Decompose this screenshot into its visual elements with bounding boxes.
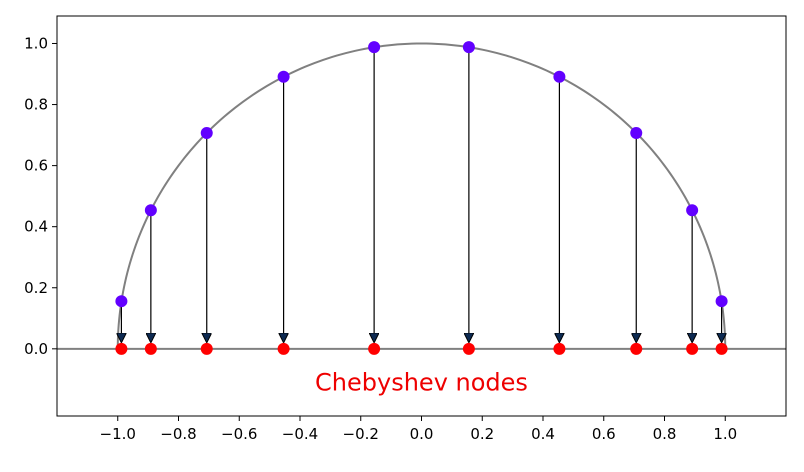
x-tick-label: 0.8 xyxy=(653,425,677,443)
x-tick-label: 1.0 xyxy=(713,425,737,443)
chebyshev-node xyxy=(277,342,290,355)
circle-point xyxy=(115,295,128,308)
x-tick-label: −1.0 xyxy=(100,425,136,443)
circle-point xyxy=(630,126,643,139)
chebyshev-node xyxy=(630,342,643,355)
chebyshev-annotation: Chebyshev nodes xyxy=(315,368,528,396)
y-tick-label: 0.0 xyxy=(24,340,48,358)
y-tick-label: 1.0 xyxy=(24,34,48,52)
y-tick-label: 0.8 xyxy=(24,96,48,114)
circle-point xyxy=(277,70,290,83)
chebyshev-node xyxy=(200,342,213,355)
x-tick-label: 0.6 xyxy=(592,425,616,443)
chebyshev-node xyxy=(715,342,728,355)
circle-point xyxy=(462,41,475,54)
chebyshev-node xyxy=(144,342,157,355)
y-tick-label: 0.4 xyxy=(24,218,48,236)
chebyshev-node xyxy=(115,342,128,355)
unit-semicircle xyxy=(116,42,727,349)
circle-point xyxy=(200,126,213,139)
chebyshev-node xyxy=(462,342,475,355)
circle-point xyxy=(144,204,157,217)
chebyshev-node xyxy=(686,342,699,355)
x-tick-label: 0.0 xyxy=(410,425,434,443)
x-tick-label: −0.2 xyxy=(343,425,379,443)
plot-frame xyxy=(56,15,787,417)
x-tick-label: −0.4 xyxy=(282,425,318,443)
circle-point xyxy=(686,204,699,217)
y-tick-label: 0.2 xyxy=(24,279,48,297)
x-tick-label: 0.2 xyxy=(470,425,494,443)
chebyshev-node xyxy=(553,342,566,355)
circle-point xyxy=(715,295,728,308)
x-tick-label: −0.6 xyxy=(221,425,257,443)
circle-point xyxy=(553,70,566,83)
circle-point xyxy=(368,41,381,54)
x-tick-label: 0.4 xyxy=(531,425,555,443)
y-tick-label: 0.6 xyxy=(24,157,48,175)
x-tick-label: −0.8 xyxy=(160,425,196,443)
chebyshev-node xyxy=(368,342,381,355)
